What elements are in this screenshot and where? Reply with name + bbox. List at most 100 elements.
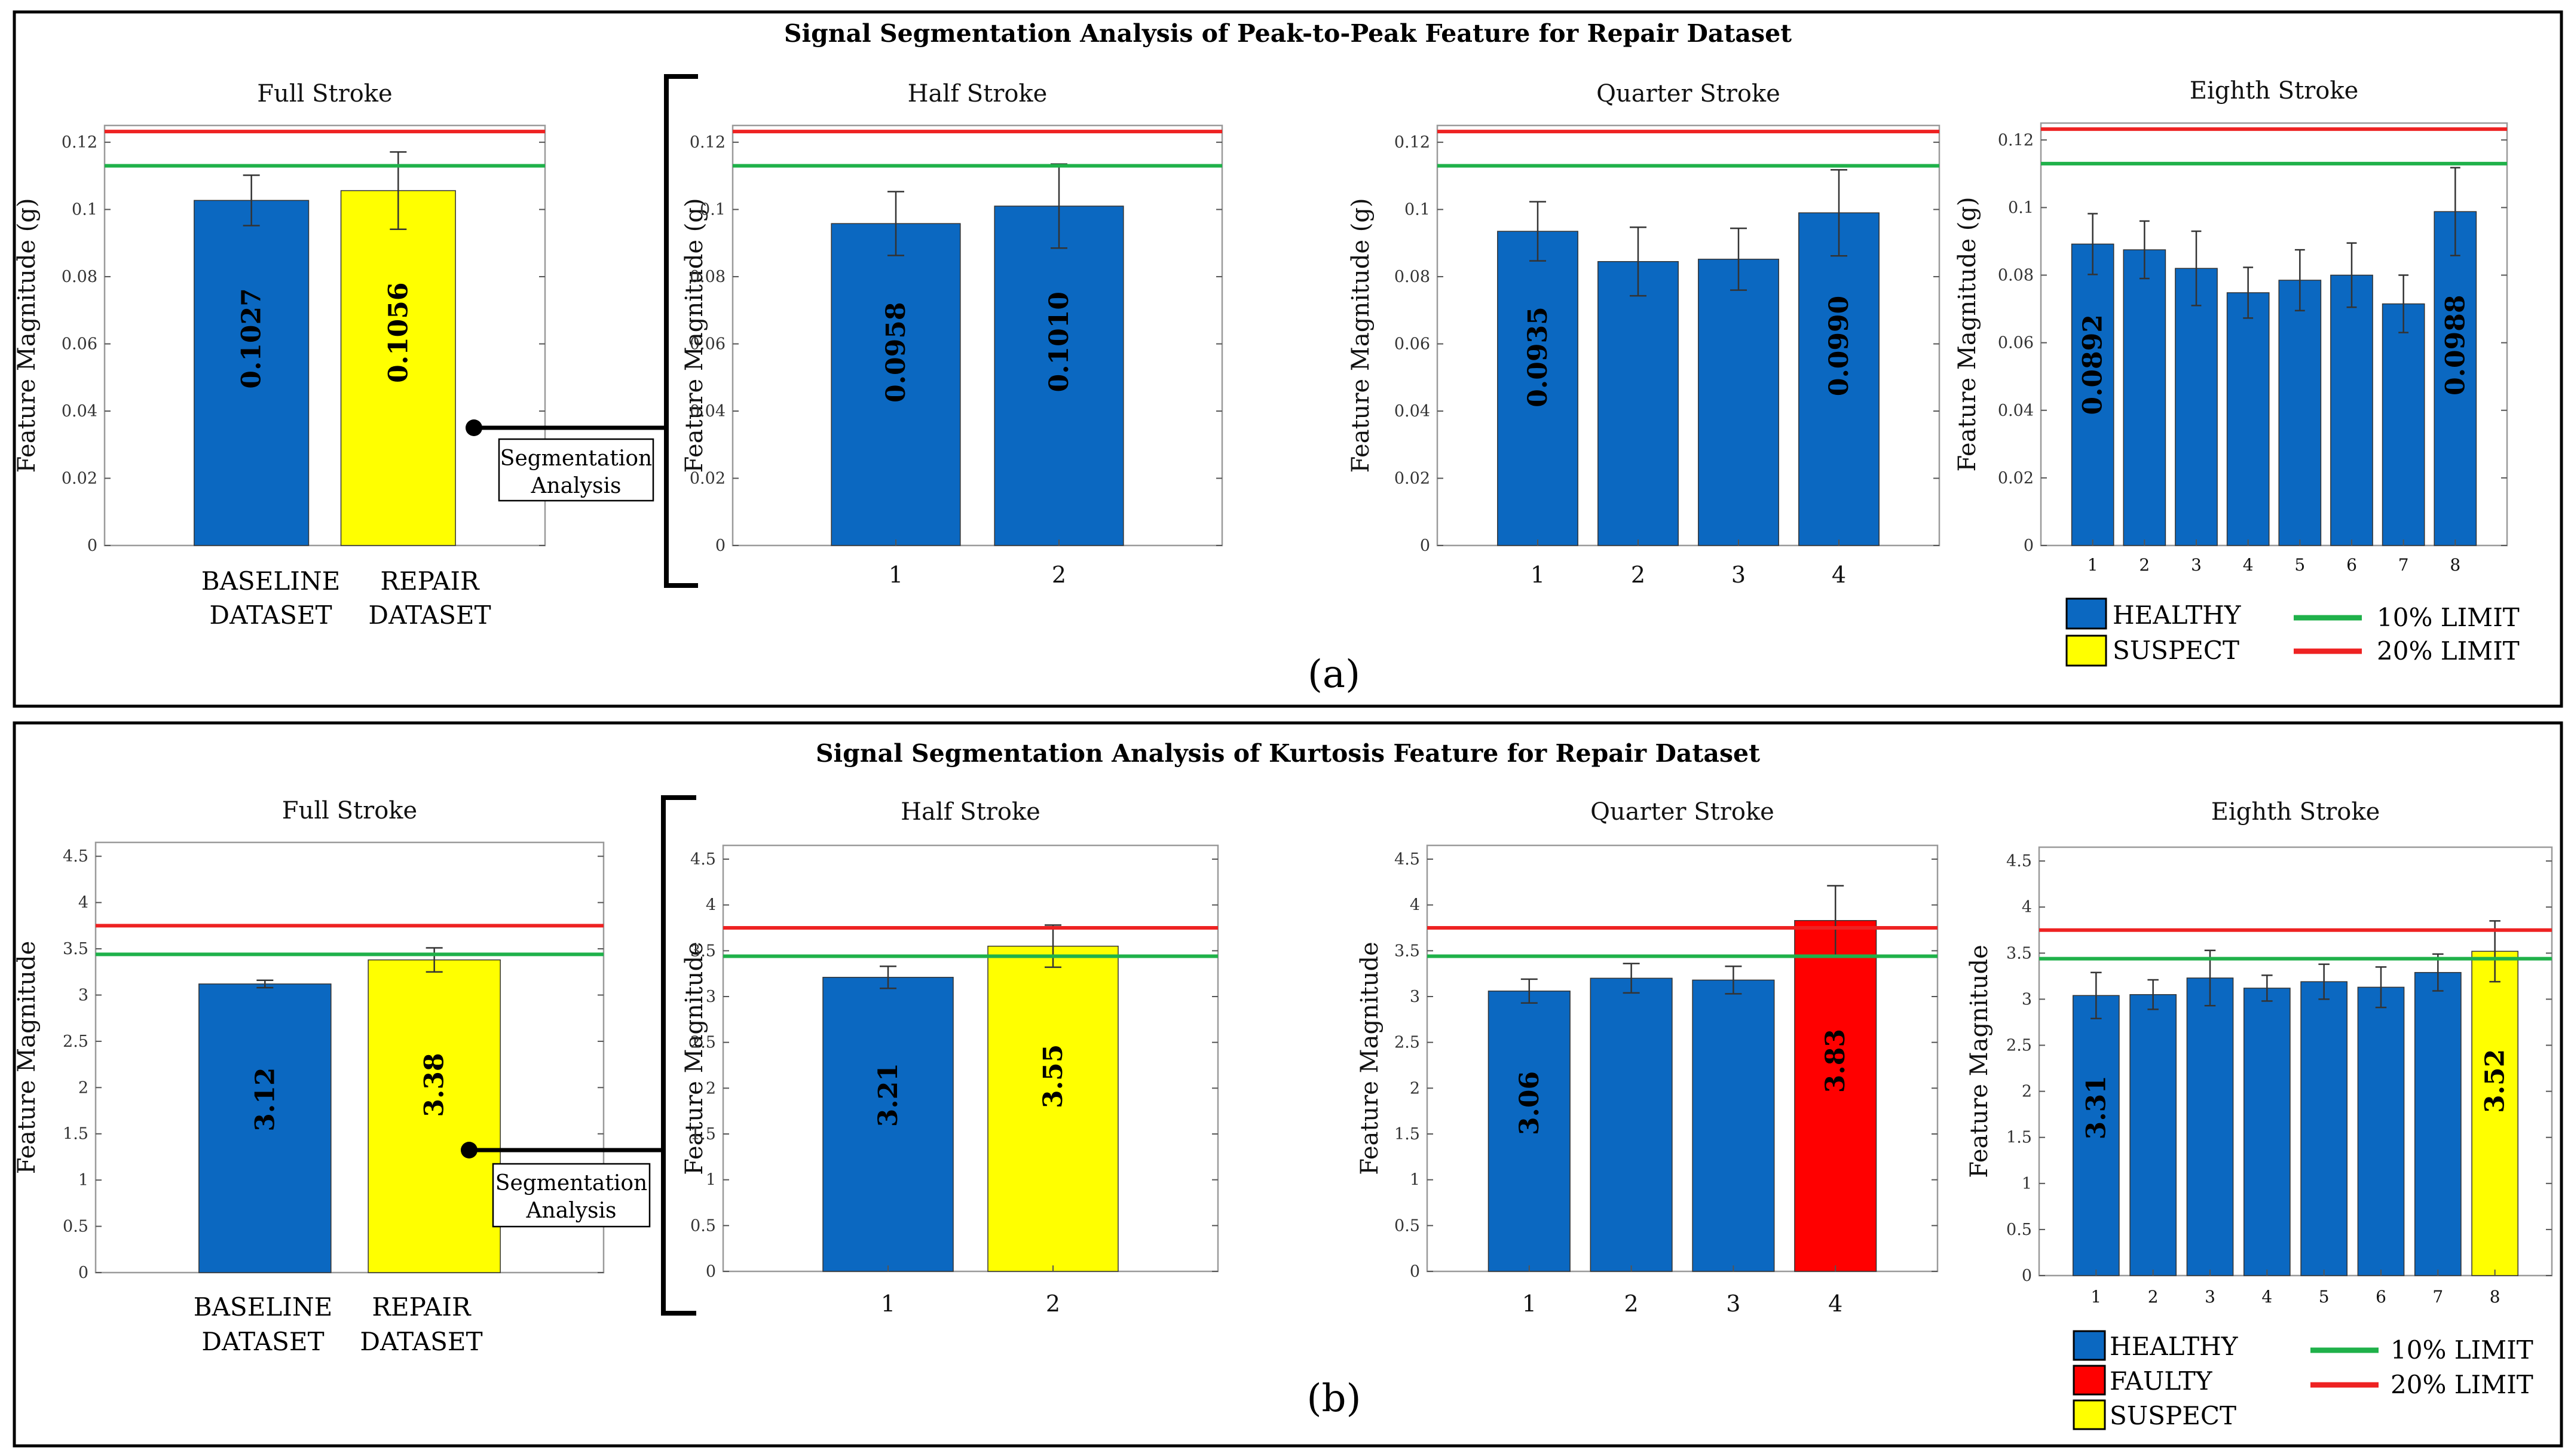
baseline-dataset-label-line1: BASELINE xyxy=(194,1292,333,1322)
legend-swatch-faulty xyxy=(2073,1365,2106,1396)
legend-label-healthy: HEALTHY xyxy=(2113,600,2242,630)
chart-a-full-stroke: Full Stroke Feature Magnitude (g) 0 0.02 0.0… xyxy=(13,80,546,555)
x-tick-label: 1 xyxy=(1531,562,1545,588)
x-tick-label: 5 xyxy=(2294,555,2305,575)
y-tick-label: 4.5 xyxy=(690,850,716,869)
legend-label-20-limit: 20% LIMIT xyxy=(2377,636,2520,666)
chart-a-half-stroke: Half Stroke Feature Magnitude (g) 0 0.02 0.0… xyxy=(681,80,1223,588)
segmentation-label-line1: Segmentation xyxy=(500,446,652,471)
y-tick-label: 0.12 xyxy=(1998,131,2034,149)
y-tick-label: 0.04 xyxy=(62,402,97,421)
segmentation-label-box xyxy=(498,438,654,502)
y-tick-label: 1.5 xyxy=(1394,1125,1420,1144)
x-tick-label: 2 xyxy=(2148,1287,2159,1307)
x-tick-label: 2 xyxy=(1624,1291,1639,1317)
x-tick-label: 4 xyxy=(1828,1291,1842,1317)
legend-label-20-limit: 20% LIMIT xyxy=(2391,1370,2533,1399)
y-tick-label: 0.5 xyxy=(1394,1216,1420,1235)
y-tick-label: 0 xyxy=(2024,537,2034,555)
x-tick-label: 3 xyxy=(1731,562,1746,588)
bar xyxy=(198,983,332,1273)
panel-b: Signal Segmentation Analysis of Kurtosis… xyxy=(13,721,2563,1448)
chart-b-half-stroke: Half Stroke Feature Magnitude 0 0.5 1 1.5 2 2.5… xyxy=(681,798,1219,1317)
legend-label-healthy: HEALTHY xyxy=(2110,1332,2239,1361)
legend-swatch-healthy xyxy=(2073,1330,2106,1361)
panel-a-sublabel: (a) xyxy=(1308,652,1360,697)
y-tick-label: 1.5 xyxy=(63,1125,88,1144)
panel-a-frame xyxy=(13,10,2563,708)
y-tick-label: 2.5 xyxy=(2006,1037,2032,1055)
bar xyxy=(2186,977,2234,1276)
x-tick-label: 1 xyxy=(2091,1287,2101,1307)
panel-b-title: Signal Segmentation Analysis of Kurtosis… xyxy=(816,739,1760,768)
bar xyxy=(2300,981,2348,1276)
y-tick-label: 1 xyxy=(706,1171,716,1190)
y-axis-label: Feature Magnitude (g) xyxy=(1347,198,1375,473)
y-tick-label: 3 xyxy=(2022,990,2032,1009)
panel-b-sublabel: (b) xyxy=(1307,1377,1361,1421)
bar xyxy=(340,190,456,546)
bar xyxy=(1597,261,1679,546)
y-tick-label: 0.12 xyxy=(690,133,726,152)
y-axis-label: Feature Magnitude xyxy=(1356,942,1384,1175)
y-axis-label: Feature Magnitude (g) xyxy=(13,198,41,473)
y-tick-label: 0.1 xyxy=(1404,201,1430,219)
bar-value-label: 3.52 xyxy=(2480,1049,2511,1113)
y-tick-label: 0 xyxy=(1420,537,1430,555)
legend-swatch-suspect xyxy=(2073,1399,2106,1430)
y-tick-label: 0 xyxy=(78,1264,88,1282)
bar-value-label: 3.83 xyxy=(1820,1029,1851,1093)
y-axis-label: Feature Magnitude (g) xyxy=(681,198,708,473)
x-tick-label: 5 xyxy=(2319,1287,2330,1307)
y-tick-label: 0.02 xyxy=(690,470,726,488)
segmentation-connector-b: Segmentation Analysis xyxy=(461,795,696,1316)
baseline-dataset-label-line2: DATASET xyxy=(209,600,332,630)
bar xyxy=(2226,292,2270,546)
bar-value-label: 3.31 xyxy=(2081,1075,2111,1139)
y-tick-label: 2 xyxy=(1410,1079,1420,1098)
legend-swatch-healthy xyxy=(2065,597,2107,630)
bar-value-label: 3.38 xyxy=(420,1053,450,1117)
y-tick-label: 4 xyxy=(78,894,88,912)
y-tick-label: 0.08 xyxy=(690,268,726,286)
x-tick-label: 4 xyxy=(1832,562,1846,588)
chart-title: Half Stroke xyxy=(908,80,1048,108)
y-tick-label: 0.1 xyxy=(700,201,726,219)
bar-value-label: 0.1056 xyxy=(383,282,414,382)
y-tick-label: 0.06 xyxy=(1394,335,1430,354)
y-tick-label: 3.5 xyxy=(690,942,716,960)
bar xyxy=(1692,979,1775,1272)
bar xyxy=(368,959,501,1273)
bar xyxy=(822,977,954,1272)
repair-dataset-label-line2: DATASET xyxy=(368,600,491,630)
bar-value-label: 3.55 xyxy=(1038,1044,1069,1108)
bar xyxy=(2434,211,2477,546)
x-tick-label: 8 xyxy=(2490,1287,2500,1307)
chart-b-full-stroke: Full Stroke Feature Magnitude 0 0.5 1 1.5 2 2.5… xyxy=(13,797,605,1282)
x-tick-label: 2 xyxy=(1052,562,1066,588)
repair-dataset-label-line1: REPAIR xyxy=(372,1292,472,1322)
y-tick-label: 0.5 xyxy=(63,1218,88,1236)
y-tick-label: 0.08 xyxy=(62,268,97,286)
y-axis-label: Feature Magnitude xyxy=(1966,945,1993,1178)
y-tick-label: 2 xyxy=(706,1079,716,1098)
y-tick-label: 3.5 xyxy=(1394,942,1420,960)
panel-b-frame xyxy=(13,721,2563,1448)
y-tick-label: 1.5 xyxy=(2006,1129,2032,1147)
bar xyxy=(2123,249,2166,546)
chart-title: Quarter Stroke xyxy=(1596,80,1780,108)
segmentation-label-box xyxy=(492,1163,651,1228)
y-tick-label: 0.1 xyxy=(72,201,97,219)
legend-label-faulty: FAULTY xyxy=(2110,1366,2213,1396)
y-tick-label: 2.5 xyxy=(1394,1034,1420,1052)
y-tick-label: 2.5 xyxy=(690,1034,716,1052)
chart-b-eighth-stroke: Eighth Stroke Feature Magnitude 0 0.5 1 1.5 2 2… xyxy=(1966,798,2553,1307)
bar xyxy=(2071,243,2114,546)
repair-dataset-label-line1: REPAIR xyxy=(380,566,480,596)
y-tick-label: 0.04 xyxy=(1394,402,1430,421)
y-tick-label: 0.12 xyxy=(1394,133,1430,152)
bar-value-label: 3.12 xyxy=(250,1068,280,1132)
chart-a-eighth-stroke: Eighth Stroke Feature Magnitude (g) 0 0.02 0… xyxy=(1954,77,2508,575)
y-tick-label: 1 xyxy=(78,1171,88,1190)
chart-title: Quarter Stroke xyxy=(1590,798,1774,826)
